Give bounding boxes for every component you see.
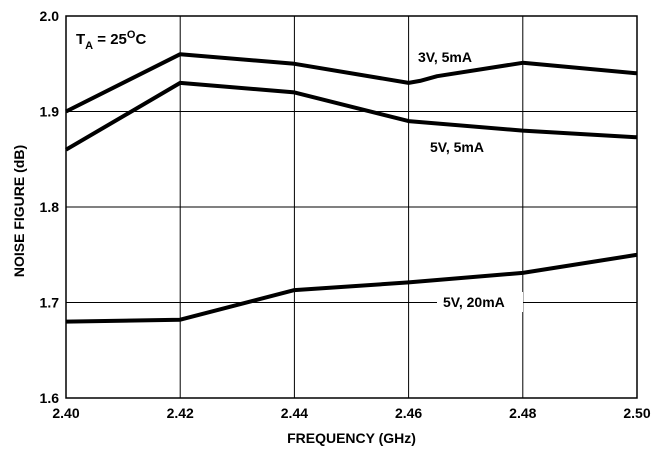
- y-tick-label-0: 1.6: [40, 390, 60, 406]
- x-tick-label-3: 2.46: [395, 405, 422, 421]
- y-tick-label-2: 1.8: [40, 199, 60, 215]
- annotation-main: T: [76, 31, 85, 48]
- series-label-1: 5V, 5mA: [430, 139, 484, 155]
- temperature-annotation: TA = 25OC: [76, 29, 146, 52]
- x-tick-label-1: 2.42: [167, 405, 194, 421]
- annotation-rest: = 25: [93, 31, 127, 48]
- series-line-2: [65, 252, 638, 324]
- y-axis-title: NOISE FIGURE (dB): [11, 145, 27, 277]
- x-tick-label-4: 2.48: [509, 405, 536, 421]
- y-tick-label-1: 1.7: [40, 295, 60, 311]
- x-axis-title: FREQUENCY (GHz): [287, 430, 416, 446]
- series-lines: [64, 52, 638, 324]
- x-tick-label-0: 2.40: [52, 405, 79, 421]
- annotation-unit: C: [135, 31, 146, 48]
- annotation-subscript: A: [85, 40, 93, 52]
- series-label-0: 3V, 5mA: [418, 49, 472, 65]
- x-tick-label-5: 2.50: [623, 405, 650, 421]
- plot-frame: [65, 15, 638, 399]
- annotation-superscript: O: [127, 29, 136, 41]
- series-line-1: [64, 80, 638, 152]
- x-tick-labels: 2.40 2.42 2.44 2.46 2.48 2.50: [52, 405, 650, 421]
- y-tick-label-4: 2.0: [40, 8, 60, 24]
- series-label-bg-2: [437, 292, 523, 312]
- x-tick-label-2: 2.44: [281, 405, 308, 421]
- series-labels: 3V, 5mA 5V, 5mA 5V, 20mA: [418, 49, 523, 312]
- y-tick-label-3: 1.9: [40, 104, 60, 120]
- y-tick-labels: 1.6 1.7 1.8 1.9 2.0: [40, 8, 60, 406]
- series-label-2: 5V, 20mA: [443, 294, 505, 310]
- series-line-0: [65, 52, 638, 114]
